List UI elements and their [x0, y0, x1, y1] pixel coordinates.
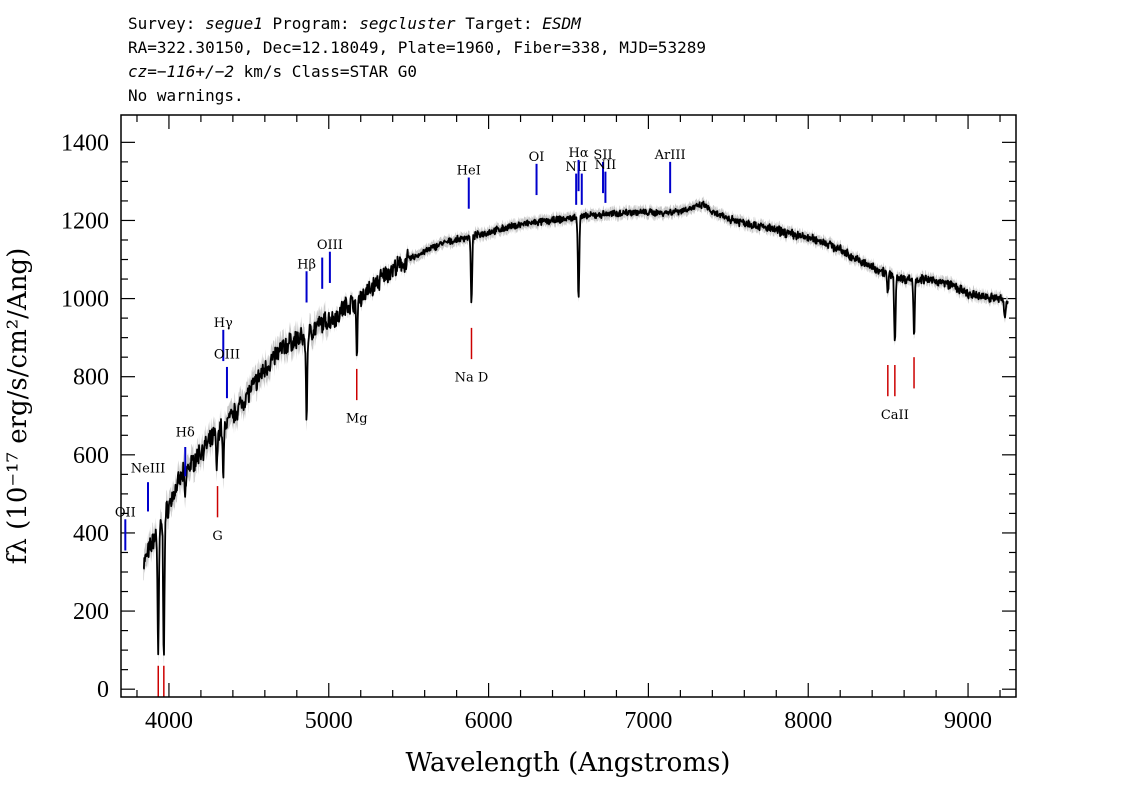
header-line-coordinates: RA=322.30150, Dec=12.18049, Plate=1960, … — [128, 38, 706, 57]
emission-line-label: Hδ — [176, 425, 195, 440]
absorption-line-label: Mg — [346, 412, 368, 427]
spectrum-header: Survey: segue1 Program: segcluster Targe… — [128, 12, 706, 108]
axis-ticks — [121, 115, 1016, 697]
y-axis-title: fλ (10⁻¹⁷ erg/s/cm²/Ang) — [3, 248, 33, 564]
x-tick-label: 5000 — [305, 708, 353, 734]
emission-line-label: OIII — [214, 347, 240, 362]
y-tick-label: 400 — [73, 521, 109, 547]
x-tick-label: 7000 — [624, 708, 672, 734]
y-tick-label: 1400 — [61, 130, 109, 156]
emission-line-label: Hα — [569, 146, 589, 161]
emission-line-label: OI — [529, 150, 545, 165]
emission-line-label: Hβ — [297, 257, 316, 272]
emission-line-label: NeIII — [131, 461, 165, 476]
x-axis-title: Wavelength (Angstroms) — [406, 748, 731, 778]
absorption-line-label: CaII — [881, 408, 909, 423]
cz-value: cz=−116+/−2 — [128, 62, 234, 81]
header-line-survey: Survey: segue1 Program: segcluster Targe… — [128, 12, 706, 36]
program-value: segcluster — [359, 14, 456, 33]
y-tick-label: 600 — [73, 443, 109, 469]
header-line-redshift: cz=−116+/−2 km/s Class=STAR G0 — [128, 60, 706, 84]
flux-series — [143, 200, 1009, 656]
program-label: Program: — [272, 14, 350, 33]
emission-line-label: HeI — [457, 164, 481, 179]
emission-line-label: NII — [565, 160, 587, 175]
target-value: ESDM — [542, 14, 581, 33]
emission-line-label: Hγ — [214, 316, 233, 331]
emission-line-label: OII — [115, 505, 136, 520]
header-line-warnings: No warnings. — [128, 86, 244, 105]
x-tick-label: 4000 — [145, 708, 193, 734]
x-tick-label: 9000 — [944, 708, 992, 734]
y-tick-label: 1200 — [61, 208, 109, 234]
x-tick-label: 8000 — [784, 708, 832, 734]
emission-line-label: ArIII — [654, 148, 686, 163]
absorption-line-label: G — [212, 529, 222, 544]
target-label: Target: — [465, 14, 533, 33]
y-tick-label: 1000 — [61, 287, 109, 313]
y-tick-label: 800 — [73, 365, 109, 391]
survey-value: segue1 — [205, 14, 263, 33]
emission-line-label: SII — [593, 148, 612, 163]
class-text: km/s Class=STAR G0 — [233, 62, 417, 81]
y-tick-label: 200 — [73, 599, 109, 625]
error-band — [143, 196, 1008, 667]
plot-frame — [120, 114, 1017, 698]
absorption-line-label: Na D — [455, 371, 489, 386]
x-tick-label: 6000 — [465, 708, 513, 734]
emission-line-label: OIII — [317, 238, 343, 253]
flux-error-band — [143, 196, 1008, 667]
emission-line-label: NII — [595, 158, 617, 173]
spectrum-series — [143, 200, 1009, 656]
survey-label: Survey: — [128, 14, 196, 33]
tick-labels: 4000 5000 6000 7000 8000 9000 0 200 400 600 800 100… — [61, 130, 992, 734]
y-tick-label: 0 — [97, 677, 109, 703]
